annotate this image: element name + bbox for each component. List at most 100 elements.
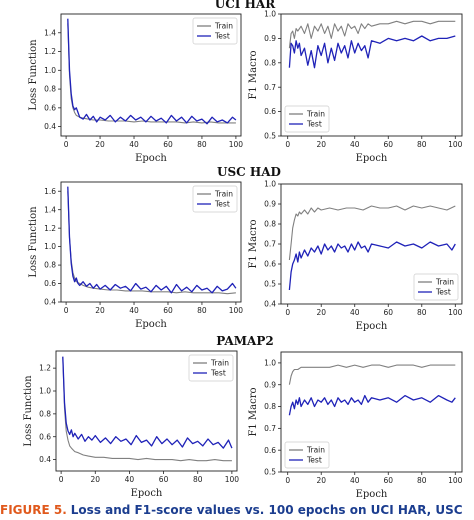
x-axis-label: Epoch	[356, 489, 388, 500]
x-tick-label: 40	[129, 140, 139, 149]
series-line-test	[67, 186, 237, 294]
legend-box	[284, 105, 330, 133]
series-line-test	[62, 356, 233, 449]
y-tick-label: 1.6	[44, 187, 56, 196]
x-tick-label: 0	[59, 475, 64, 484]
legend-label-train: Train	[214, 22, 233, 31]
x-tick-label: 20	[95, 306, 105, 315]
series-line-train	[62, 356, 232, 462]
y-tick-label: 0.4	[44, 122, 56, 131]
legend-box	[413, 273, 459, 301]
y-axis-label: Loss Function	[28, 39, 39, 111]
y-tick-label: 0.8	[264, 220, 276, 229]
legend-label-test: Test	[214, 200, 230, 209]
chart-panels: 0 20 40 60 80 100 0.4 0.6 0.8 1.0 1.2 1.4 Epoch Loss …	[23, 10, 463, 500]
plot-frame	[60, 181, 242, 303]
x-tick-label: 60	[159, 475, 169, 484]
x-tick-label: 0	[285, 140, 290, 149]
y-axis-label: F1 Macro	[248, 50, 259, 99]
legend-box	[192, 185, 238, 213]
caption-label: FIGURE 5.	[0, 503, 67, 517]
y-tick-label: 1.2	[44, 47, 56, 56]
x-tick-label: 80	[417, 140, 427, 149]
y-axis-label: Loss Function	[23, 375, 34, 447]
x-tick-label: 100	[225, 475, 240, 484]
y-tick-label: 0.7	[264, 83, 276, 92]
plot-frame	[280, 351, 463, 473]
y-tick-label: 0.7	[264, 424, 276, 433]
chart-pamap2-f1: 0 20 40 60 80 100 0.5 0.6 0.7 0.8 0.9 1.0 Epoch F1 Ma…	[248, 351, 463, 500]
x-tick-label: 0	[285, 476, 290, 485]
legend-label-train: Train	[306, 110, 325, 119]
y-tick-label: 0.5	[264, 280, 276, 289]
x-tick-label: 100	[448, 140, 463, 149]
x-tick-label: 60	[383, 140, 393, 149]
chart-usc-had-loss: 0 20 40 60 80 100 0.4 0.6 0.8 1.0 1.2 1.4 1.6 Epoch Lo…	[28, 181, 243, 330]
x-tick-label: 40	[125, 475, 135, 484]
legend-label-test: Test	[435, 288, 451, 297]
y-tick-label: 0.6	[264, 260, 276, 269]
y-tick-label: 1.0	[264, 359, 276, 368]
x-tick-label: 40	[350, 476, 360, 485]
y-tick-label: 0.6	[264, 446, 276, 455]
x-tick-label: 80	[417, 476, 427, 485]
legend-label-test: Test	[214, 32, 230, 41]
y-tick-label: 1.0	[44, 242, 56, 251]
x-tick-label: 20	[316, 140, 326, 149]
y-tick-label: 0.7	[264, 240, 276, 249]
legend-label-test: Test	[210, 369, 226, 378]
x-tick-label: 20	[316, 476, 326, 485]
x-tick-label: 80	[417, 308, 427, 317]
x-tick-label: 100	[448, 308, 463, 317]
chart-uci-har-loss: 0 20 40 60 80 100 0.4 0.6 0.8 1.0 1.2 1.4 Epoch Loss …	[28, 13, 243, 164]
x-tick-label: 40	[350, 308, 360, 317]
legend-label-test: Test	[306, 456, 322, 465]
x-tick-label: 20	[95, 140, 105, 149]
x-tick-label: 80	[193, 475, 203, 484]
x-tick-label: 40	[350, 140, 360, 149]
section-title-uci-har: UCI HAR	[215, 0, 276, 11]
series-line-train	[288, 364, 456, 385]
series-line-train	[288, 205, 456, 261]
y-axis-label: F1 Macro	[248, 219, 259, 268]
y-tick-label: 0.6	[39, 432, 51, 441]
series-line-test	[67, 18, 237, 125]
series-line-test	[288, 241, 456, 291]
y-tick-label: 1.4	[44, 205, 56, 214]
y-tick-label: 0.6	[264, 107, 276, 116]
chart-usc-had-f1: 0 20 40 60 80 100 0.4 0.5 0.6 0.7 0.8 0.9 1.0 Epoch F1…	[248, 180, 463, 332]
plot-frame	[280, 13, 463, 137]
y-tick-label: 1.2	[39, 364, 51, 373]
legend-box	[192, 17, 238, 45]
y-tick-label: 1.4	[44, 28, 56, 37]
x-axis-label: Epoch	[356, 321, 388, 332]
legend-label-train: Train	[435, 278, 454, 287]
y-tick-label: 0.8	[39, 409, 51, 418]
figure: UCI HAR USC HAD PAMAP2 0 20 40 60 80 100 0.4 0.…	[23, 0, 463, 500]
y-tick-label: 0.9	[264, 380, 276, 389]
y-tick-label: 1.0	[264, 10, 276, 19]
y-axis-label: F1 Macro	[248, 387, 259, 436]
y-tick-label: 1.2	[44, 224, 56, 233]
y-tick-label: 1.0	[44, 66, 56, 75]
x-tick-label: 80	[197, 140, 207, 149]
section-title-pamap2: PAMAP2	[216, 334, 273, 348]
x-tick-label: 40	[129, 306, 139, 315]
x-tick-label: 60	[163, 306, 173, 315]
y-tick-label: 1.0	[264, 180, 276, 189]
plot-frame	[60, 13, 242, 137]
x-tick-label: 0	[64, 306, 69, 315]
y-tick-label: 0.6	[44, 103, 56, 112]
chart-pamap2-loss: 0 20 40 60 80 100 0.4 0.6 0.8 1.0 1.2 Epoch Loss Fun…	[23, 350, 240, 499]
plot-frame	[55, 350, 238, 472]
x-tick-label: 20	[91, 475, 101, 484]
x-axis-label: Epoch	[135, 153, 167, 164]
x-axis-label: Epoch	[135, 319, 167, 330]
y-tick-label: 1.0	[39, 387, 51, 396]
y-tick-label: 0.5	[264, 132, 276, 141]
x-tick-label: 0	[64, 140, 69, 149]
y-tick-label: 0.9	[264, 200, 276, 209]
